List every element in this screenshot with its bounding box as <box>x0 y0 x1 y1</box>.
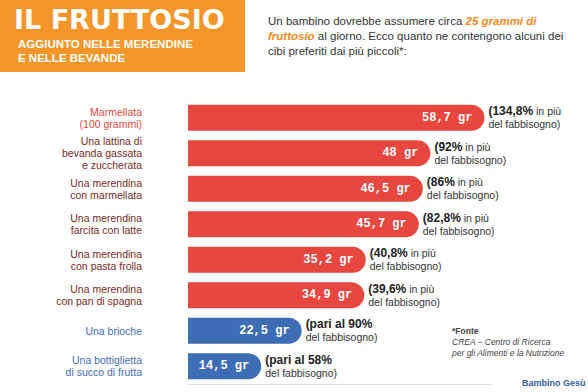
html-text:*Fonte CREA – Centro di Ricerc: *Fonte CREA – Centro di Ricerca per gli … <box>452 326 565 358</box>
svg-text:Una brioche: Una brioche <box>85 325 142 337</box>
svg-text:con pan di spagna: con pan di spagna <box>56 295 142 307</box>
svg-text:22,5 gr: 22,5 gr <box>239 324 289 338</box>
svg-text:46,5 gr: 46,5 gr <box>360 182 410 196</box>
svg-text:del fabbisogno): del fabbisogno) <box>423 225 495 237</box>
svg-text:45,7 gr: 45,7 gr <box>356 217 406 231</box>
svg-text:(40,8%: (40,8% <box>370 246 408 260</box>
svg-text:del fabbisogno): del fabbisogno) <box>434 154 506 166</box>
svg-text:(86%: (86% <box>427 175 455 189</box>
svg-text:del fabbisogno): del fabbisogno) <box>370 260 442 272</box>
svg-text:in più: in più <box>533 105 561 117</box>
svg-text:(100 grammi): (100 grammi) <box>80 118 142 130</box>
svg-text:48 gr: 48 gr <box>382 146 418 160</box>
svg-text:Una merendina: Una merendina <box>70 212 142 224</box>
svg-text:35,2 gr: 35,2 gr <box>303 253 353 267</box>
svg-text:del fabbisogno): del fabbisogno) <box>488 118 560 130</box>
svg-text:in più: in più <box>461 212 489 224</box>
svg-text:Una merendina: Una merendina <box>70 283 142 295</box>
svg-text:(pari al 90%: (pari al 90% <box>306 317 373 331</box>
svg-text:in più: in più <box>455 176 483 188</box>
html-text:AGGIUNTO NELLE MERENDINE E NEL: AGGIUNTO NELLE MERENDINE E NELLE BEVANDE <box>18 38 193 64</box>
svg-text:del fabbisogno): del fabbisogno) <box>368 296 440 308</box>
svg-text:di succo di frutta: di succo di frutta <box>66 366 143 378</box>
svg-text:(92%: (92% <box>434 140 462 154</box>
svg-text:Una merendina: Una merendina <box>70 177 142 189</box>
svg-text:(134,8%: (134,8% <box>488 104 533 118</box>
html-text:Un bambino dovrebbe assumere c: Un bambino dovrebbe assumere circa 25 gr… <box>268 15 564 57</box>
html-text:Bambino Gesù: Bambino Gesù <box>522 378 586 388</box>
svg-text:bevanda gassata: bevanda gassata <box>62 147 142 159</box>
svg-text:(pari al 58%: (pari al 58% <box>265 353 332 367</box>
svg-text:farcita con latte: farcita con latte <box>71 224 142 236</box>
svg-text:14,5 gr: 14,5 gr <box>199 359 249 373</box>
svg-text:del fabbisogno): del fabbisogno) <box>306 331 378 343</box>
svg-text:(82,8%: (82,8% <box>423 211 461 225</box>
svg-text:34,9 gr: 34,9 gr <box>302 288 352 302</box>
svg-text:e zuccherata: e zuccherata <box>82 159 142 171</box>
svg-text:con marmellata: con marmellata <box>70 189 142 201</box>
svg-text:in più: in più <box>406 283 434 295</box>
svg-text:del fabbisogno): del fabbisogno) <box>265 367 337 379</box>
svg-text:Una lattina di: Una lattina di <box>81 135 142 147</box>
svg-text:Una merendina: Una merendina <box>70 248 142 260</box>
svg-text:Marmellata: Marmellata <box>90 106 142 118</box>
svg-text:in più: in più <box>408 247 436 259</box>
svg-text:Una bottiglietta: Una bottiglietta <box>72 354 142 366</box>
html-text:IL FRUTTOSIO: IL FRUTTOSIO <box>14 4 225 35</box>
svg-text:con pasta frolla: con pasta frolla <box>71 260 142 272</box>
svg-text:58,7 gr: 58,7 gr <box>422 111 472 125</box>
svg-text:in più: in più <box>462 141 490 153</box>
svg-text:del fabbisogno): del fabbisogno) <box>427 189 499 201</box>
svg-text:(39,6%: (39,6% <box>368 282 406 296</box>
